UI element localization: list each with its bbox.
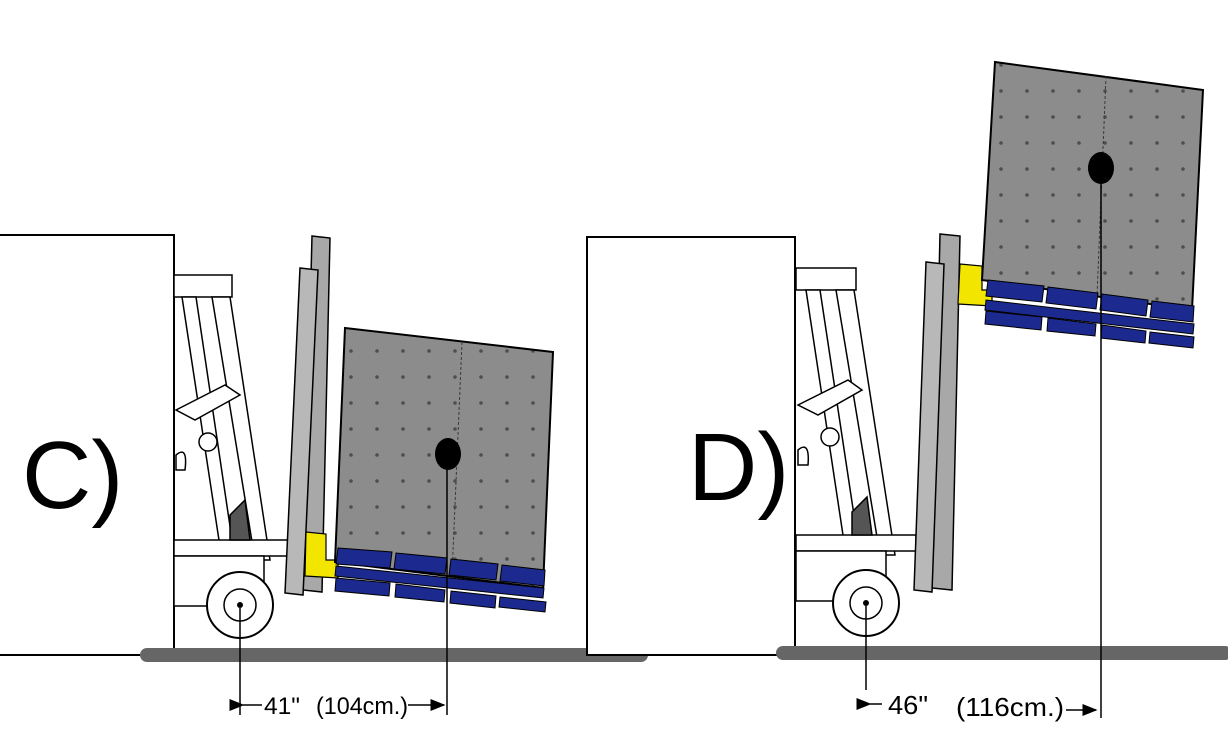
floor-c <box>140 648 648 662</box>
label-box-c <box>0 234 175 656</box>
pallet-c <box>334 547 547 613</box>
forklift-d <box>795 267 917 602</box>
pallet-d <box>984 279 1195 349</box>
floor-d <box>776 646 1228 660</box>
load-box-c <box>333 326 555 613</box>
wheel-c <box>206 571 274 639</box>
clamp-c <box>304 531 339 579</box>
label-box-d <box>586 236 796 656</box>
dimension-imperial-c: 41" <box>264 693 300 720</box>
dimension-metric-d: (116cm.) <box>956 692 1064 722</box>
mast-d <box>913 233 961 593</box>
panel-c: C) <box>0 234 648 720</box>
dimension-imperial-d: 46" <box>888 690 928 720</box>
center-of-gravity-c <box>435 438 461 470</box>
dimension-metric-c: (104cm.) <box>316 693 408 720</box>
center-of-gravity-d <box>1088 152 1114 184</box>
forklift-c <box>173 274 295 607</box>
mast-c <box>284 235 331 596</box>
panel-d: D) <box>586 60 1228 722</box>
panel-label-c: C) <box>22 422 123 529</box>
wheel-d <box>832 569 900 637</box>
load-box-d <box>980 60 1205 349</box>
panel-label-d: D) <box>688 414 789 521</box>
